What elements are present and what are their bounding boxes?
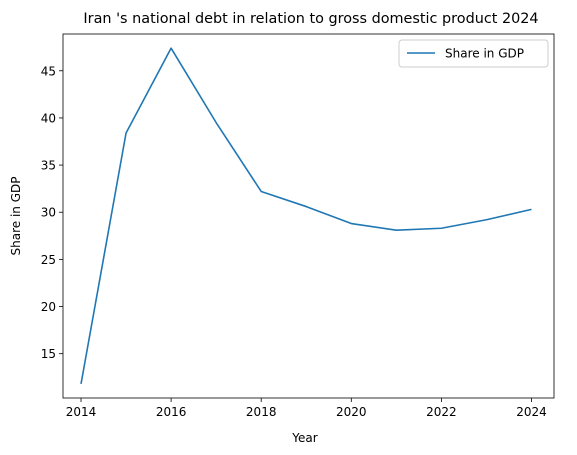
x-axis: 2014 2016 2018 2020 2022 2024 (66, 398, 547, 419)
legend: Share in GDP (398, 39, 549, 68)
legend-box (398, 39, 549, 68)
x-tick-label: 2016 (156, 405, 187, 419)
y-tick-label: 35 (41, 159, 56, 173)
y-tick-label: 40 (41, 111, 56, 125)
y-tick-label: 45 (41, 64, 56, 78)
chart-title: Iran 's national debt in relation to gro… (83, 11, 538, 27)
y-axis-label: Share in GDP (9, 177, 23, 256)
x-tick-label: 2022 (426, 405, 457, 419)
y-tick-label: 20 (41, 300, 56, 314)
x-tick-label: 2024 (516, 405, 547, 419)
y-tick-label: 30 (41, 206, 56, 220)
y-tick-label: 15 (41, 347, 56, 361)
x-tick-label: 2018 (246, 405, 277, 419)
x-tick-label: 2014 (66, 405, 97, 419)
series-line (80, 47, 532, 384)
y-tick-label: 25 (41, 253, 56, 267)
x-tick-label: 2020 (336, 405, 367, 419)
legend-label: Share in GDP (445, 47, 524, 61)
y-axis: 15 20 25 30 35 40 45 (41, 64, 63, 361)
plot-frame (62, 33, 555, 399)
x-axis-label: Year (291, 431, 317, 445)
plot-area (80, 47, 532, 384)
